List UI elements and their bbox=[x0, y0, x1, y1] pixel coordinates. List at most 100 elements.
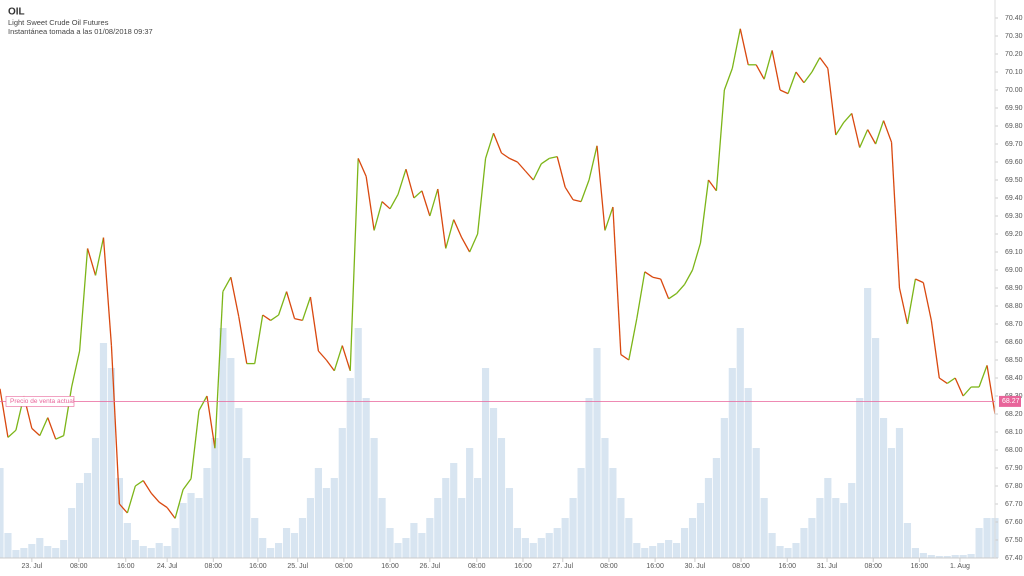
x-tick-label: 23. Jul bbox=[22, 563, 43, 570]
volume-bar bbox=[887, 448, 896, 558]
price-segment bbox=[349, 158, 359, 371]
volume-bar bbox=[282, 528, 291, 558]
x-tick-label: 27. Jul bbox=[552, 563, 573, 570]
price-tag-label: 68.27 bbox=[1002, 398, 1020, 405]
volume-bar bbox=[784, 548, 792, 558]
price-segment bbox=[580, 179, 590, 202]
volume-bar bbox=[744, 388, 752, 558]
price-segment bbox=[827, 68, 837, 136]
volume-bar bbox=[776, 546, 784, 558]
x-tick-label: 08:00 bbox=[600, 563, 618, 570]
price-segment bbox=[285, 291, 296, 319]
volume-bar bbox=[752, 448, 760, 558]
volume-bar bbox=[593, 348, 601, 558]
volume-bar bbox=[107, 368, 116, 558]
chart-subtitle: Light Sweet Crude Oil Futures bbox=[8, 18, 109, 27]
volume-bar bbox=[76, 483, 84, 558]
volume-bar bbox=[187, 493, 195, 558]
price-segment bbox=[739, 28, 749, 65]
price-segment bbox=[301, 296, 312, 321]
price-segment bbox=[843, 112, 853, 123]
volume-bar bbox=[943, 556, 951, 558]
price-segment bbox=[540, 157, 550, 165]
price-segment bbox=[588, 145, 598, 181]
price-segment bbox=[397, 169, 407, 195]
x-tick-label: 26. Jul bbox=[420, 563, 441, 570]
y-tick-label: 68.20 bbox=[1005, 411, 1023, 418]
price-segment bbox=[182, 478, 192, 490]
volume-bar bbox=[354, 328, 362, 558]
price-segment bbox=[509, 157, 518, 163]
volume-bar bbox=[147, 548, 155, 558]
volume-bar bbox=[680, 528, 689, 558]
price-segment bbox=[683, 269, 694, 285]
price-segment bbox=[277, 291, 288, 316]
price-segment bbox=[86, 248, 97, 276]
price-segment bbox=[572, 199, 582, 203]
x-tick-label: 31. Jul bbox=[817, 563, 838, 570]
y-tick-label: 67.60 bbox=[1005, 519, 1023, 526]
y-tick-label: 68.00 bbox=[1005, 447, 1023, 454]
volume-bar bbox=[155, 543, 163, 558]
volume-bar bbox=[203, 468, 211, 558]
volume-bar bbox=[458, 498, 466, 558]
volume-bar bbox=[975, 528, 983, 558]
volume-bar bbox=[426, 518, 434, 558]
price-segment bbox=[142, 480, 152, 494]
price-segment bbox=[453, 219, 463, 238]
volume-bar bbox=[0, 468, 4, 558]
volume-bar bbox=[625, 518, 633, 558]
volume-bar bbox=[824, 478, 832, 558]
y-tick-label: 70.30 bbox=[1005, 33, 1023, 40]
y-tick-label: 69.90 bbox=[1005, 105, 1023, 112]
volume-bar bbox=[704, 478, 713, 558]
price-segment bbox=[851, 113, 861, 148]
volume-bar bbox=[673, 543, 681, 558]
price-segment bbox=[516, 161, 526, 172]
price-segment bbox=[915, 278, 924, 284]
price-segment bbox=[628, 318, 638, 361]
volume-bar bbox=[903, 523, 912, 558]
volume-bar bbox=[322, 488, 330, 558]
volume-bar bbox=[68, 508, 76, 558]
volume-bar bbox=[20, 548, 28, 558]
price-segment bbox=[110, 345, 121, 505]
price-segment bbox=[811, 57, 821, 73]
volume-bar bbox=[561, 518, 569, 558]
volume-bar bbox=[768, 533, 776, 558]
volume-bar bbox=[402, 538, 410, 558]
volume-bar bbox=[60, 540, 68, 558]
volume-bar bbox=[211, 438, 219, 558]
snapshot-note: Instantánea tomada a las 01/08/2018 09:3… bbox=[8, 27, 153, 36]
volume-bar bbox=[959, 555, 967, 558]
y-tick-label: 67.80 bbox=[1005, 483, 1023, 490]
volume-bar bbox=[879, 418, 888, 558]
y-tick-label: 69.50 bbox=[1005, 177, 1023, 184]
price-segment bbox=[270, 314, 279, 321]
volume-bar bbox=[983, 518, 991, 558]
volume-bar bbox=[434, 498, 442, 558]
price-segment bbox=[126, 485, 136, 514]
volume-bar bbox=[330, 478, 338, 558]
x-tick-label: 16:00 bbox=[911, 563, 929, 570]
price-segment bbox=[795, 71, 805, 84]
price-segment bbox=[930, 320, 940, 379]
price-segment bbox=[102, 237, 113, 346]
price-segment bbox=[556, 156, 566, 188]
price-segment bbox=[723, 68, 733, 91]
y-tick-label: 67.50 bbox=[1005, 537, 1023, 544]
price-segment bbox=[691, 242, 702, 271]
price-segment bbox=[532, 163, 542, 181]
volume-bar bbox=[386, 528, 394, 558]
price-segment bbox=[524, 170, 534, 181]
price-tag bbox=[999, 395, 1021, 407]
price-segment bbox=[668, 292, 677, 300]
volume-bar bbox=[394, 543, 402, 558]
volume-bar bbox=[267, 548, 275, 558]
price-segment bbox=[604, 206, 614, 231]
y-tick-label: 68.60 bbox=[1005, 339, 1023, 346]
x-tick-label: 16:00 bbox=[778, 563, 796, 570]
volume-bar bbox=[649, 546, 657, 558]
price-segment bbox=[867, 129, 877, 145]
volume-bar bbox=[553, 528, 561, 558]
